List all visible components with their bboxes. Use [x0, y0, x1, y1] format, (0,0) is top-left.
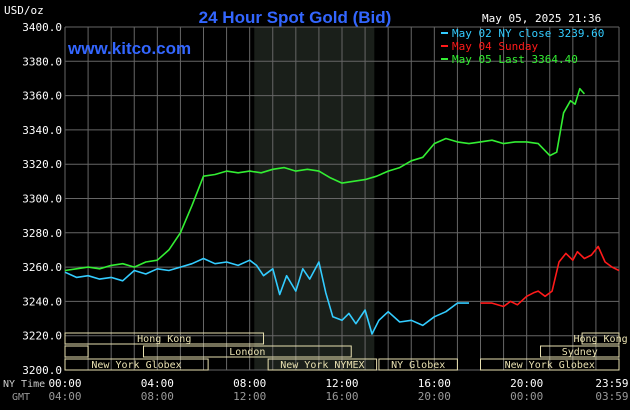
market-session-label: Sydney: [562, 347, 598, 358]
unit-label: USD/oz: [4, 4, 44, 17]
gmt-tick-label: 08:00: [141, 390, 174, 403]
y-tick-label: 3260.0: [22, 261, 62, 274]
gmt-label: GMT: [12, 392, 30, 403]
x-tick-label: 08:00: [233, 377, 266, 390]
watermark: www.kitco.com: [67, 39, 191, 58]
market-session-bar: [378, 358, 458, 371]
legend-entry: May 02 NY close 3239.60: [452, 27, 604, 40]
gmt-tick-label: 16:00: [325, 390, 358, 403]
legend-entry: May 04 Sunday: [452, 40, 538, 53]
market-session-label: NY Globex: [391, 360, 445, 371]
y-tick-label: 3280.0: [22, 227, 62, 240]
y-tick-label: 3380.0: [22, 55, 62, 68]
market-session-label: Hong Kong: [573, 334, 627, 345]
y-tick-label: 3240.0: [22, 295, 62, 308]
y-tick-label: 3320.0: [22, 158, 62, 171]
gmt-tick-label: 03:59: [595, 390, 628, 403]
gmt-tick-label: 20:00: [418, 390, 451, 403]
x-tick-label: 12:00: [325, 377, 358, 390]
x-tick-label: 23:59: [595, 377, 628, 390]
market-session-label: New York Globex: [91, 360, 181, 371]
y-tick-label: 3300.0: [22, 193, 62, 206]
market-session-label: Hong Kong: [137, 334, 191, 345]
market-session-bar: [142, 345, 352, 358]
y-tick-label: 3220.0: [22, 330, 62, 343]
market-session-bar: [64, 345, 89, 358]
legend-entry: May 05 Last 3364.40: [452, 53, 578, 66]
x-tick-label: 00:00: [48, 377, 81, 390]
y-tick-label: 3360.0: [22, 90, 62, 103]
ny-time-label: NY Time: [3, 379, 45, 390]
market-session-bar: [581, 332, 620, 345]
market-session-bar: [64, 358, 209, 371]
y-tick-label: 3200.0: [22, 364, 62, 377]
gmt-tick-label: 04:00: [48, 390, 81, 403]
x-tick-label: 04:00: [141, 377, 174, 390]
y-tick-label: 3340.0: [22, 124, 62, 137]
series-line-1: [480, 245, 620, 308]
series-line-0: [64, 257, 469, 335]
market-session-label: New York NYMEX: [280, 360, 364, 371]
market-session-label: New York Globex: [505, 360, 595, 371]
series-line-2: [64, 87, 585, 272]
market-session-bar: [267, 358, 378, 371]
market-session-bar: [540, 345, 620, 358]
timestamp: May 05, 2025 21:36: [482, 12, 601, 25]
chart-title: 24 Hour Spot Gold (Bid): [199, 8, 392, 27]
x-tick-label: 16:00: [418, 377, 451, 390]
market-session-bar: [480, 358, 620, 371]
gmt-tick-label: 12:00: [233, 390, 266, 403]
market-session-bar: [64, 332, 265, 345]
y-tick-label: 3400.0: [22, 21, 62, 34]
x-tick-label: 20:00: [510, 377, 543, 390]
gmt-tick-label: 00:00: [510, 390, 543, 403]
market-session-label: London: [229, 347, 265, 358]
